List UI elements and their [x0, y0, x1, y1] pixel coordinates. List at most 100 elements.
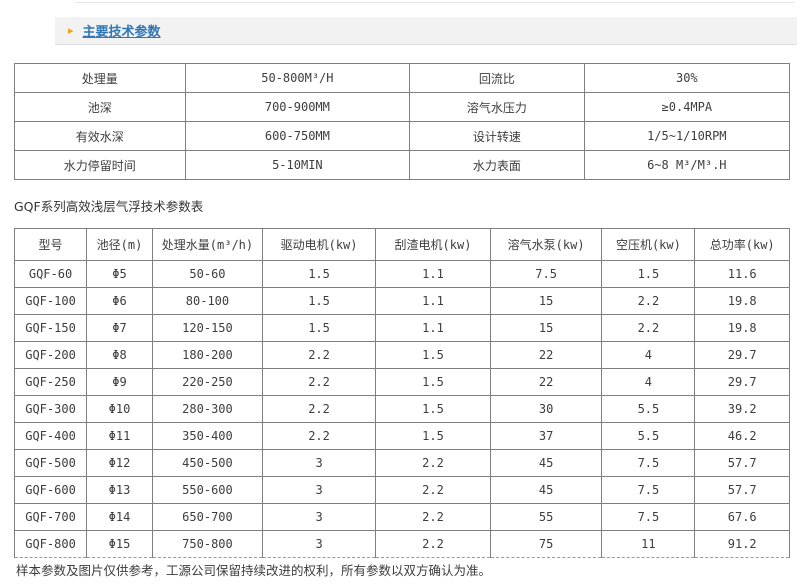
spec-cell: 450-500	[151, 449, 263, 477]
spec-cell: 15	[489, 287, 603, 315]
spec-cell: 1.5	[375, 368, 491, 396]
spec-cell: Φ14	[86, 503, 153, 531]
params-row: 处理量 50-800M³/H 回流比 30%	[14, 63, 791, 93]
spec-cell: 2.2	[375, 449, 491, 477]
spec-table: 型号 池径(m) 处理水量(m³/h) 驱动电机(kw) 刮渣电机(kw) 溶气水泵(kw…	[13, 228, 790, 558]
spec-cell: 50-60	[151, 260, 263, 288]
spec-cell: 11.6	[694, 260, 790, 288]
spec-cell: Φ11	[86, 422, 153, 450]
spec-table-caption: GQF系列高效浅层气浮技术参数表	[14, 199, 204, 214]
spec-cell: 1.5	[261, 314, 377, 342]
spec-col-header: 空压机(kw)	[601, 228, 696, 261]
spec-cell: 55	[489, 503, 603, 531]
spec-cell: 46.2	[694, 422, 790, 450]
spec-cell: 3	[261, 503, 377, 531]
spec-cell: 3	[261, 530, 377, 558]
param-label: 池深	[14, 92, 186, 122]
footer-note: 样本参数及图片仅供参考，工源公司保留持续改进的权利，所有参数以双方确认为准。	[16, 563, 492, 578]
param-label: 有效水深	[14, 121, 186, 151]
spec-col-header: 型号	[13, 228, 88, 261]
param-value: 600-750MM	[184, 121, 411, 151]
spec-row: GQF-700 Φ14 650-700 3 2.2 55 7.5 67.6	[13, 503, 790, 531]
spec-cell: 15	[489, 314, 603, 342]
section-title-link[interactable]: 主要技术参数	[82, 25, 161, 40]
spec-cell: 67.6	[694, 503, 790, 531]
spec-cell: 19.8	[694, 314, 790, 342]
spec-cell: 1.5	[261, 260, 377, 288]
param-value: 30%	[583, 63, 791, 93]
spec-cell: 75	[489, 530, 603, 558]
param-value: 5-10MIN	[184, 150, 411, 180]
params-row: 池深 700-900MM 溶气水压力 ≥0.4MPA	[14, 92, 791, 122]
spec-cell: Φ12	[86, 449, 153, 477]
spec-cell: Φ10	[86, 395, 153, 423]
spec-cell: 22	[489, 341, 603, 369]
spec-cell: Φ6	[86, 287, 153, 315]
param-label: 处理量	[14, 63, 186, 93]
spec-cell: 7.5	[601, 503, 696, 531]
spec-cell: 120-150	[151, 314, 263, 342]
spec-cell: 280-300	[151, 395, 263, 423]
params-table: 处理量 50-800M³/H 回流比 30% 池深 700-900MM 溶气水压力 ≥0.4M…	[14, 63, 791, 180]
param-label: 水力表面	[409, 150, 585, 180]
spec-row: GQF-800 Φ15 750-800 3 2.2 75 11 91.2	[13, 530, 790, 558]
model-cell: GQF-150	[13, 314, 88, 342]
spec-col-header: 处理水量(m³/h)	[151, 228, 263, 261]
model-cell: GQF-200	[13, 341, 88, 369]
spec-col-header: 溶气水泵(kw)	[489, 228, 603, 261]
spec-cell: Φ5	[86, 260, 153, 288]
spec-cell: 180-200	[151, 341, 263, 369]
spec-row: GQF-250 Φ9 220-250 2.2 1.5 22 4 29.7	[13, 368, 790, 396]
spec-row: GQF-300 Φ10 280-300 2.2 1.5 30 5.5 39.2	[13, 395, 790, 423]
spec-cell: 1.5	[375, 422, 491, 450]
spec-cell: 80-100	[151, 287, 263, 315]
param-label: 设计转速	[409, 121, 585, 151]
spec-cell: Φ8	[86, 341, 153, 369]
spec-cell: 1.5	[375, 341, 491, 369]
param-label: 回流比	[409, 63, 585, 93]
model-cell: GQF-100	[13, 287, 88, 315]
spec-row: GQF-150 Φ7 120-150 1.5 1.1 15 2.2 19.8	[13, 314, 790, 342]
spec-cell: 650-700	[151, 503, 263, 531]
spec-cell: Φ9	[86, 368, 153, 396]
param-value: 700-900MM	[184, 92, 411, 122]
spec-row: GQF-60 Φ5 50-60 1.5 1.1 7.5 1.5 11.6	[13, 260, 790, 288]
spec-cell: 57.7	[694, 449, 790, 477]
spec-cell: 2.2	[261, 395, 377, 423]
model-cell: GQF-250	[13, 368, 88, 396]
spec-cell: 7.5	[601, 449, 696, 477]
spec-row: GQF-100 Φ6 80-100 1.5 1.1 15 2.2 19.8	[13, 287, 790, 315]
spec-cell: 22	[489, 368, 603, 396]
spec-cell: 7.5	[489, 260, 603, 288]
spec-cell: Φ13	[86, 476, 153, 504]
top-divider	[75, 2, 794, 3]
model-cell: GQF-800	[13, 530, 88, 558]
param-value: 50-800M³/H	[184, 63, 411, 93]
spec-cell: 19.8	[694, 287, 790, 315]
spec-cell: 1.1	[375, 260, 491, 288]
spec-col-header: 驱动电机(kw)	[261, 228, 377, 261]
model-cell: GQF-700	[13, 503, 88, 531]
spec-cell: 2.2	[375, 503, 491, 531]
spec-cell: 39.2	[694, 395, 790, 423]
spec-cell: 57.7	[694, 476, 790, 504]
spec-row: GQF-500 Φ12 450-500 3 2.2 45 7.5 57.7	[13, 449, 790, 477]
spec-cell: 550-600	[151, 476, 263, 504]
spec-cell: 1.1	[375, 314, 491, 342]
spec-cell: 5.5	[601, 395, 696, 423]
section-header-bar: ▸ 主要技术参数	[55, 17, 797, 45]
spec-cell: 350-400	[151, 422, 263, 450]
model-cell: GQF-400	[13, 422, 88, 450]
spec-cell: 1.5	[375, 395, 491, 423]
spec-cell: 750-800	[151, 530, 263, 558]
param-label: 水力停留时间	[14, 150, 186, 180]
spec-cell: 1.1	[375, 287, 491, 315]
spec-cell: 2.2	[261, 422, 377, 450]
params-row: 有效水深 600-750MM 设计转速 1/5~1/10RPM	[14, 121, 791, 151]
spec-cell: 11	[601, 530, 696, 558]
spec-cell: 2.2	[261, 341, 377, 369]
spec-cell: 2.2	[375, 530, 491, 558]
spec-cell: 2.2	[261, 368, 377, 396]
spec-cell: 3	[261, 449, 377, 477]
spec-table-header-row: 型号 池径(m) 处理水量(m³/h) 驱动电机(kw) 刮渣电机(kw) 溶气水泵(kw…	[13, 228, 790, 261]
